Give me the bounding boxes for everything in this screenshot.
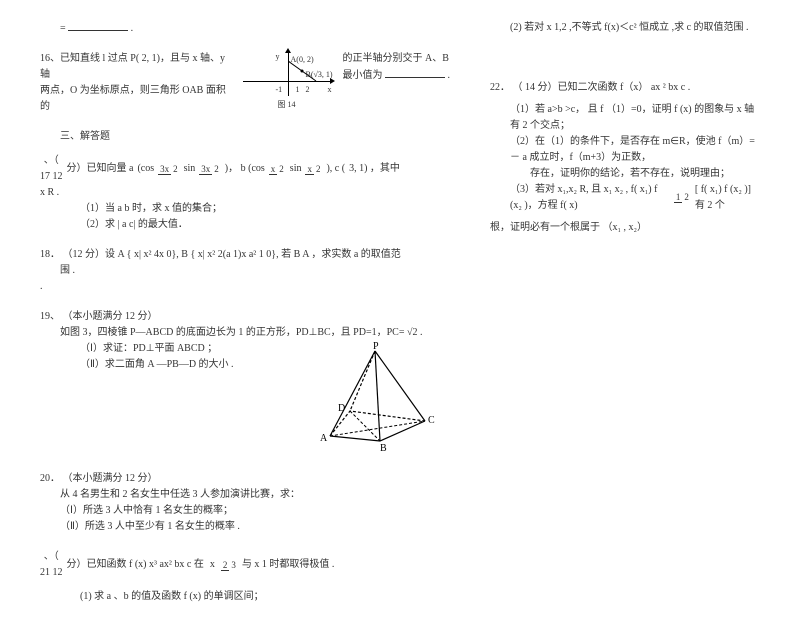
- q15-eq: =: [40, 23, 68, 34]
- q17-xr: x R .: [40, 185, 450, 201]
- q17-p1: （1）当 a b 时，求 x 值的集合；: [40, 201, 450, 217]
- q20-text: 从 4 名男生和 2 名女生中任选 3 人参加演讲比赛，求：: [40, 487, 450, 503]
- q21-num-b: 21 12: [40, 565, 63, 581]
- q20-p2: （Ⅱ）所选 3 人中至少有 1 名女生的概率 .: [40, 519, 450, 535]
- q19-pts: （本小题满分 12 分）: [63, 311, 158, 322]
- q19: 19、 （本小题满分 12 分） 如图 3，四棱锥 P—ABCD 的底面边长为 …: [40, 309, 450, 457]
- q17-vb: sin: [184, 161, 196, 177]
- q19-p2: （Ⅱ）求二面角 A —PB—D 的大小 .: [80, 357, 290, 373]
- q22-p3a: （3）若对 x₁,x₂ R, 且 x₁ x₂ , f( x₁) f (x₂ )，…: [510, 182, 670, 214]
- q17-vc: )， b (cos: [225, 161, 265, 177]
- q19-num: 19、: [40, 311, 60, 322]
- q21-mid: x: [210, 557, 215, 573]
- q16-figure: A(0, 2) B(√3, 1) x y -1 1 2 图 14: [233, 51, 338, 111]
- q22-num: 22．: [490, 82, 510, 93]
- q22-p2: （2）在（1）的条件下，是否存在 m∈R，使池 f（m）= － a 成立时，f（…: [490, 134, 760, 166]
- q16-c: 两点，O 为坐标原点，则三角形 OAB 面积的: [40, 85, 226, 112]
- q17-num-b: 17 12: [40, 169, 63, 185]
- q15-period: .: [128, 23, 133, 34]
- q21-num-a: 、（: [44, 549, 59, 565]
- q21-pts: 分）已知函数 f (x) x³ ax² bx c 在: [67, 557, 204, 573]
- pyramid-figure: P A B C D: [310, 341, 450, 457]
- q21: 、（ 21 12 分）已知函数 f (x) x³ ax² bx c 在 x 23…: [40, 549, 450, 605]
- svg-text:B: B: [380, 443, 387, 451]
- fig-t3: 2: [306, 84, 310, 97]
- q18-num: 18．: [40, 249, 60, 260]
- fig-caption: 图 14: [278, 99, 296, 112]
- q21-p2: (2) 若对 x 1,2 ,不等式 f(x)＜c² 恒成立 ,求 c 的取值范围…: [490, 20, 760, 36]
- svg-text:P: P: [373, 341, 379, 352]
- q20-num: 20．: [40, 473, 60, 484]
- q22-p1: （1）若 a>b >c， 且 f （1）=0，证明 f (x) 的图象与 x 轴…: [490, 102, 760, 134]
- q22-p2b: 存在，证明你的结论，若不存在，说明理由；: [490, 166, 760, 182]
- q20-p1: （Ⅰ）所选 3 人中恰有 1 名女生的概率；: [40, 503, 450, 519]
- q20-pts: （本小题满分 12 分）: [63, 473, 158, 484]
- q17-ve: ), c (: [326, 161, 345, 177]
- q18-tail: 围 .: [40, 263, 450, 279]
- q22-tail: 根，证明必有一个根属于 （x₁ , x₂）: [490, 220, 760, 236]
- svg-text:A: A: [320, 433, 328, 444]
- q18: 18． （12 分）设 A { x| x² 4x 0}, B { x| x² 2…: [40, 247, 450, 295]
- q17-p2: （2）求 | a c| 的最大值．: [40, 217, 450, 233]
- q19-text: 如图 3，四棱锥 P—ABCD 的底面边长为 1 的正方形，PD⊥BC，且 PD…: [40, 325, 450, 341]
- q20: 20． （本小题满分 12 分） 从 4 名男生和 2 名女生中任选 3 人参加…: [40, 471, 450, 535]
- q17-pts: 分）已知向量 a: [67, 161, 134, 177]
- q16-b: 的正半轴分别交于 A、B: [343, 51, 451, 67]
- q22-pts: （ 14 分）已知二次函数 f（x） ax ² bx c .: [513, 82, 691, 93]
- q17-vd: sin: [290, 161, 302, 177]
- q16-blank: [385, 67, 445, 78]
- q21-p1: (1) 求 a 、b 的值及函数 f (x) 的单调区间；: [40, 589, 450, 605]
- fig-y-lbl: y: [276, 51, 280, 64]
- svg-text:C: C: [428, 415, 435, 426]
- q17: 、（ 17 12 分）已知向量 a (cos 3x2 sin 3x2 )， b …: [40, 153, 450, 233]
- section3-title: 三、解答题: [40, 129, 450, 145]
- svg-text:D: D: [338, 403, 345, 414]
- q17-vf: 3, 1) ，其中: [349, 161, 400, 177]
- q21-tail: 与 x 1 时都取得极值 .: [242, 557, 335, 573]
- fig-t1: -1: [276, 84, 283, 97]
- q16-d: 最小值为: [343, 70, 386, 81]
- q15-blank: [68, 20, 128, 31]
- fig-t2: 1: [296, 84, 300, 97]
- q17-num-a: 、（: [44, 153, 59, 169]
- q16: 16、已知直线 l 过点 P( 2, 1)，且与 x 轴、y 轴 两点，O 为坐…: [40, 51, 450, 115]
- q16-num: 16、: [40, 53, 60, 64]
- fig-x-lbl: x: [328, 84, 332, 97]
- q17-va: (cos: [137, 161, 154, 177]
- q18-text: （12 分）设 A { x| x² 4x 0}, B { x| x² 2(a 1…: [63, 249, 401, 260]
- q19-p1: （Ⅰ）求证：PD⊥平面 ABCD ；: [80, 341, 290, 357]
- q22-p3b: [ f( x₁) f (x₂ )] 有 2 个: [695, 182, 760, 214]
- q22: 22． （ 14 分）已知二次函数 f（x） ax ² bx c . （1）若 …: [490, 80, 760, 236]
- q15-tail: = .: [40, 20, 450, 37]
- q16-a: 已知直线 l 过点 P( 2, 1)，且与 x 轴、y 轴: [40, 53, 225, 80]
